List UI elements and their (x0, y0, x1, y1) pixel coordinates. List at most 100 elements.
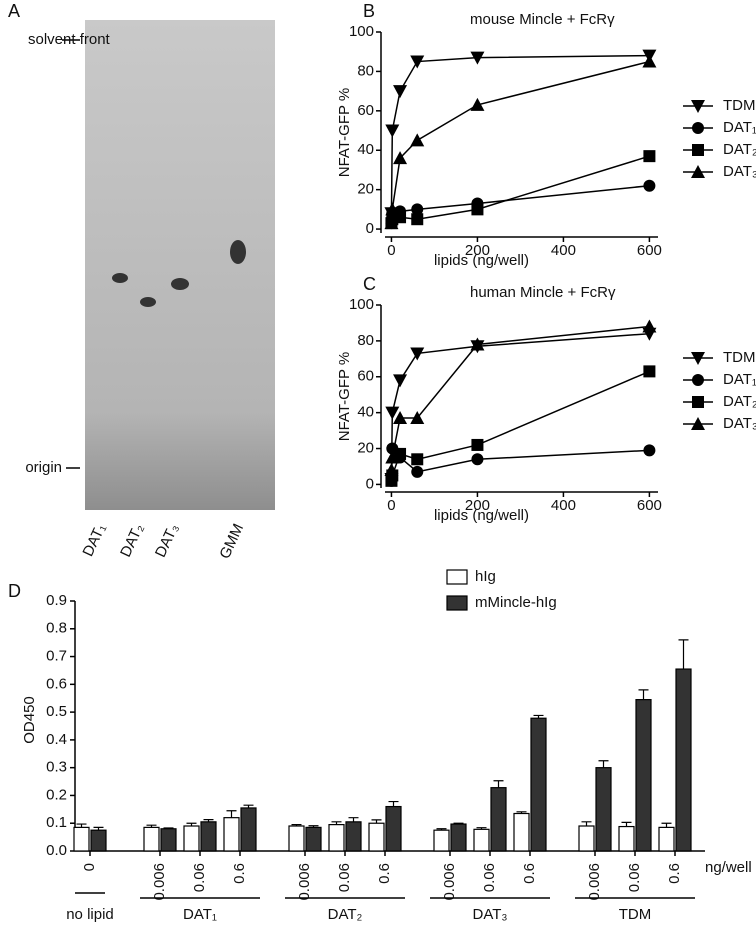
marker (411, 213, 424, 226)
chart-title: mouse Mincle + FcRγ (470, 11, 615, 28)
y-tick-label: 0.2 (46, 786, 67, 803)
error-bar (581, 821, 592, 826)
tlc-plate (85, 20, 275, 510)
error-bar (476, 827, 487, 830)
x-tick-label: 0.6 (376, 863, 393, 884)
x-tick-label: 400 (551, 497, 576, 514)
marker (410, 133, 425, 147)
bar (305, 826, 322, 852)
error-bar (243, 804, 254, 808)
error-bar (226, 810, 237, 818)
error-bar (598, 760, 609, 768)
error-bar (371, 819, 382, 824)
marker (385, 450, 400, 464)
bar (513, 812, 530, 852)
group-label: TDM (619, 906, 652, 923)
x-tick-label: 0.06 (336, 863, 353, 892)
legend-label: TDM (723, 349, 756, 366)
x-tick-label: 0.006 (296, 863, 313, 901)
x-tick-label: 0.006 (151, 863, 168, 901)
marker (643, 365, 656, 378)
error-bar (533, 714, 544, 719)
marker (643, 444, 656, 457)
y-tick-label: 0 (366, 220, 374, 237)
marker (411, 453, 424, 466)
series-line (390, 54, 650, 214)
x-tick-label: 400 (551, 242, 576, 259)
error-bar (638, 689, 649, 700)
y-axis-label: OD450 (21, 696, 38, 744)
y-tick-label: 0.6 (46, 675, 67, 692)
bar (73, 826, 90, 852)
marker (642, 54, 657, 68)
x-tick-label: 200 (465, 497, 490, 514)
legend-marker (691, 417, 705, 430)
marker (384, 463, 399, 477)
x-unit: ng/well (705, 859, 752, 876)
x-tick-label: 200 (465, 242, 490, 259)
x-tick-label: 0 (387, 242, 395, 259)
y-tick-label: 100 (349, 296, 374, 313)
bar (240, 807, 257, 852)
legend-label: DAT₁ (723, 119, 756, 136)
y-tick-label: 0.1 (46, 814, 67, 831)
spot (140, 297, 156, 307)
x-tick-label: 0.6 (231, 863, 248, 884)
legend-marker (692, 396, 704, 408)
marker (643, 150, 656, 163)
bar (450, 823, 467, 852)
marker (384, 216, 399, 230)
bar (658, 826, 675, 852)
error-bar (291, 824, 302, 826)
bar (90, 829, 107, 852)
error-bar (76, 823, 87, 828)
marker (410, 55, 425, 69)
y-tick-label: 0.4 (46, 731, 67, 748)
legend-marker (692, 122, 704, 134)
bar (473, 828, 490, 852)
marker (411, 465, 424, 478)
legend-marker (691, 165, 705, 178)
marker (393, 151, 408, 165)
marker (385, 202, 400, 216)
x-tick-label: 0 (387, 497, 395, 514)
marker (471, 453, 484, 466)
bar (368, 822, 385, 852)
lane-label: DAT₃ (152, 521, 182, 560)
panel-label: A (8, 1, 20, 21)
y-tick-label: 80 (357, 62, 374, 79)
x-tick-label: 0.06 (191, 863, 208, 892)
legend-label: hIg (475, 568, 496, 585)
y-axis-label: NFAT-GFP % (336, 88, 353, 177)
bar (328, 824, 345, 852)
legend-label: DAT₂ (723, 393, 756, 410)
x-tick-label: 0.6 (666, 863, 683, 884)
legend-label: TDM (723, 97, 756, 114)
marker (642, 319, 657, 333)
panel-label: B (363, 1, 375, 21)
lane-label: DAT₁ (79, 521, 109, 559)
series-line (390, 332, 650, 480)
error-bar (678, 639, 689, 670)
y-axis-label: NFAT-GFP % (336, 352, 353, 441)
bar (595, 767, 612, 852)
y-tick-label: 20 (357, 181, 374, 198)
chart-title: human Mincle + FcRγ (470, 284, 616, 301)
marker (470, 51, 485, 65)
x-axis-label: lipids (ng/well) (434, 252, 529, 269)
y-tick-label: 40 (357, 404, 374, 421)
legend-label: DAT₁ (723, 371, 756, 388)
group-label: no lipid (66, 906, 114, 923)
y-tick-label: 0.9 (46, 592, 67, 609)
legend-label: mMincle-hIg (475, 594, 557, 611)
legend-swatch (446, 569, 468, 585)
error-bar (436, 828, 447, 831)
marker (410, 411, 425, 425)
error-bar (453, 822, 464, 825)
x-tick-label: 0.006 (586, 863, 603, 901)
bar (530, 717, 547, 852)
bar (288, 825, 305, 852)
y-tick-label: 0.7 (46, 648, 67, 665)
error-bar (621, 821, 632, 827)
legend-marker (692, 374, 704, 386)
